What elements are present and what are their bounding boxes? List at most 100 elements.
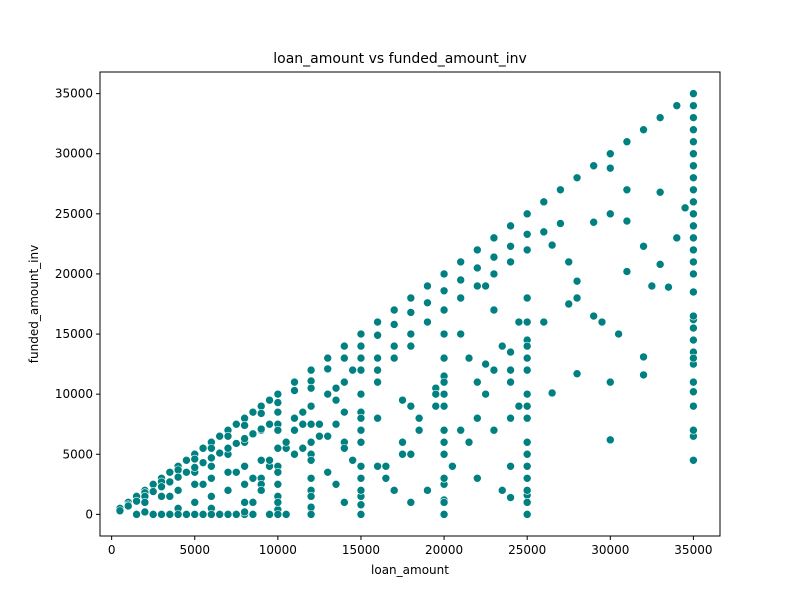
- data-point: [439, 401, 449, 411]
- data-point: [389, 320, 399, 329]
- data-point: [248, 474, 258, 483]
- x-tick-label: 5000: [179, 543, 210, 557]
- data-point: [215, 448, 224, 458]
- data-point: [340, 341, 349, 351]
- data-point: [456, 257, 465, 267]
- data-point: [506, 242, 515, 251]
- data-point: [306, 383, 316, 393]
- data-point: [605, 163, 615, 173]
- data-point: [256, 486, 266, 495]
- data-point: [248, 498, 258, 507]
- data-point: [522, 401, 532, 411]
- data-point: [273, 398, 283, 407]
- data-point: [273, 443, 283, 453]
- data-point: [240, 461, 249, 471]
- data-point: [340, 443, 349, 453]
- data-point: [306, 502, 316, 512]
- data-point: [423, 317, 432, 327]
- data-point: [207, 453, 216, 463]
- data-point: [240, 421, 249, 430]
- data-point: [306, 492, 316, 501]
- data-point: [406, 341, 416, 351]
- data-point: [539, 197, 549, 207]
- data-point: [240, 507, 249, 517]
- data-point: [406, 329, 416, 339]
- data-point: [680, 203, 690, 213]
- data-point: [265, 395, 274, 405]
- data-point: [564, 257, 574, 267]
- data-point: [564, 299, 574, 309]
- data-point: [340, 353, 349, 363]
- data-point: [356, 461, 366, 471]
- data-point: [198, 510, 208, 519]
- data-point: [456, 329, 465, 339]
- data-point: [481, 359, 490, 369]
- y-tick-label: 15000: [55, 327, 93, 341]
- data-point: [223, 467, 233, 477]
- data-point: [157, 510, 166, 519]
- data-point: [157, 482, 166, 492]
- data-point: [639, 242, 648, 251]
- data-point: [306, 437, 316, 447]
- data-point: [389, 341, 399, 351]
- data-point: [173, 465, 183, 475]
- data-point: [223, 431, 233, 441]
- data-point: [273, 389, 283, 399]
- data-point: [689, 209, 698, 219]
- data-point: [522, 209, 532, 219]
- data-point: [256, 455, 266, 465]
- data-point: [373, 461, 382, 471]
- data-point: [689, 197, 698, 207]
- data-point: [356, 437, 366, 447]
- data-point: [182, 455, 191, 465]
- data-point: [406, 293, 416, 303]
- data-point: [439, 425, 449, 435]
- data-point: [489, 233, 499, 243]
- data-point: [207, 443, 216, 453]
- data-point: [331, 383, 341, 393]
- data-point: [522, 317, 532, 327]
- data-point: [522, 365, 532, 375]
- data-point: [622, 185, 632, 195]
- data-point: [522, 486, 532, 495]
- y-tick-label: 35000: [55, 87, 93, 101]
- data-point: [173, 486, 183, 495]
- data-point: [323, 467, 333, 477]
- data-point: [473, 474, 482, 483]
- data-point: [182, 467, 191, 477]
- data-point: [689, 323, 698, 333]
- data-point: [348, 365, 357, 375]
- x-tick-label: 30000: [591, 543, 629, 557]
- data-point: [373, 330, 382, 340]
- y-tick-label: 10000: [55, 387, 93, 401]
- data-point: [689, 353, 698, 363]
- data-point: [256, 424, 266, 434]
- data-point: [522, 437, 532, 447]
- data-point: [639, 125, 648, 134]
- data-point: [273, 425, 283, 435]
- data-point: [381, 461, 391, 471]
- data-point: [439, 329, 449, 339]
- data-point: [207, 474, 216, 483]
- data-point: [398, 437, 407, 447]
- data-point: [306, 455, 316, 465]
- data-point: [689, 335, 698, 345]
- data-point: [514, 317, 524, 327]
- data-point: [323, 364, 333, 374]
- data-point: [232, 439, 241, 448]
- data-point: [672, 233, 682, 243]
- data-point: [306, 376, 316, 386]
- data-point: [198, 443, 208, 453]
- data-point: [148, 480, 158, 489]
- data-point: [273, 480, 283, 489]
- data-point: [331, 480, 341, 489]
- data-point: [672, 101, 682, 110]
- data-point: [340, 407, 349, 417]
- data-point: [506, 221, 515, 231]
- data-point: [497, 341, 507, 351]
- data-point: [423, 281, 432, 291]
- data-point: [223, 443, 233, 453]
- data-point: [165, 477, 175, 487]
- data-point: [689, 173, 698, 183]
- data-point: [356, 413, 366, 423]
